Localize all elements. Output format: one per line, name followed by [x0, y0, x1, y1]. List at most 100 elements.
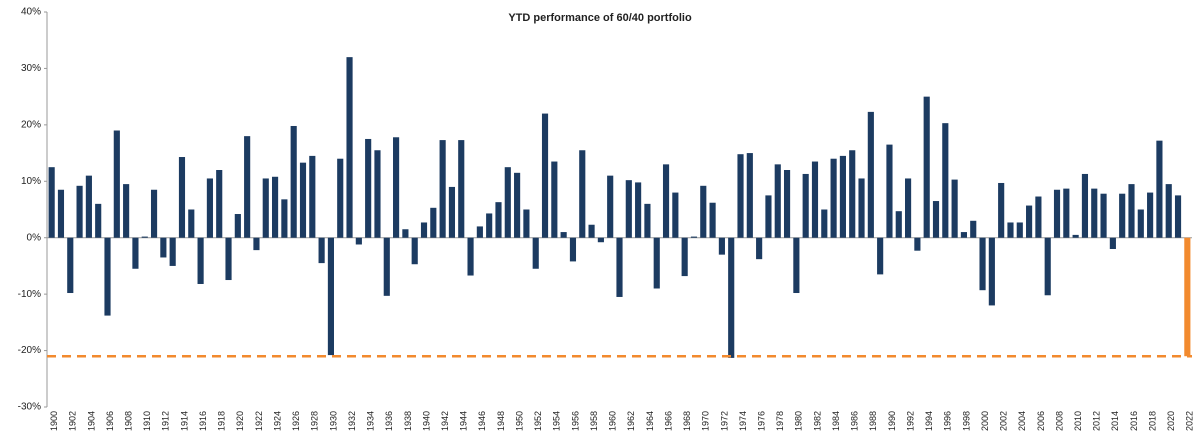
bar	[253, 237, 260, 251]
x-tick-label: 1934	[366, 411, 376, 431]
x-tick-label: 1932	[347, 411, 357, 431]
x-tick-label: 2018	[1147, 411, 1157, 431]
bar	[262, 178, 269, 238]
bar	[914, 237, 921, 251]
x-tick-label: 1904	[86, 411, 96, 431]
bar	[1053, 189, 1061, 238]
bar	[299, 162, 307, 238]
x-tick-label: 1988	[868, 411, 878, 431]
bar	[895, 211, 902, 238]
x-tick-label: 1992	[905, 411, 915, 431]
bar	[728, 237, 735, 358]
bar	[178, 157, 186, 238]
bar	[206, 178, 213, 238]
x-tick-label: 1998	[961, 411, 971, 431]
x-tick-label: 1996	[943, 411, 953, 431]
bar	[271, 176, 279, 238]
bar	[1044, 237, 1051, 296]
bar	[495, 202, 502, 238]
bar	[476, 226, 483, 238]
bar	[290, 125, 297, 238]
bar	[234, 214, 241, 238]
bar	[998, 182, 1005, 238]
bar	[1119, 193, 1126, 238]
bar	[951, 179, 958, 238]
x-tick-label: 1910	[142, 411, 152, 431]
bar	[1072, 234, 1079, 238]
x-tick-label: 1966	[663, 411, 673, 431]
bar	[448, 186, 456, 238]
bar	[690, 236, 698, 238]
x-tick-label: 2008	[1054, 411, 1064, 431]
y-tick-label: 0%	[27, 232, 42, 243]
y-tick-label: 10%	[21, 176, 41, 187]
y-tick-label: -20%	[18, 345, 41, 356]
bar	[393, 137, 400, 238]
bar	[672, 192, 679, 238]
x-tick-label: 1930	[328, 411, 338, 431]
y-tick-label: 40%	[21, 7, 41, 18]
x-tick-label: 2012	[1092, 411, 1102, 431]
bar	[1174, 195, 1182, 238]
bar	[877, 237, 884, 275]
bar	[560, 232, 567, 238]
x-tick-label: 1944	[459, 411, 469, 431]
bar	[635, 182, 642, 238]
x-tick-label: 2004	[1017, 411, 1027, 431]
bar	[1147, 192, 1154, 238]
bar	[709, 202, 716, 238]
bar	[653, 237, 660, 289]
x-tick-label: 1946	[477, 411, 487, 431]
chart-title: YTD performance of 60/40 portfolio	[508, 12, 692, 24]
bar	[337, 158, 344, 238]
bar	[514, 172, 521, 238]
bar	[458, 140, 465, 238]
bar	[188, 209, 195, 238]
bar	[430, 207, 437, 238]
bar	[1165, 184, 1172, 238]
bar	[1109, 237, 1116, 249]
x-tick-label: 1956	[570, 411, 580, 431]
bar	[318, 237, 325, 264]
bar	[1063, 188, 1070, 238]
bar	[467, 237, 474, 276]
bar	[551, 161, 558, 238]
bar	[1007, 222, 1014, 238]
bar	[867, 111, 874, 238]
bar	[765, 195, 772, 238]
bar	[216, 170, 223, 238]
x-tick-label: 1916	[198, 411, 208, 431]
bar	[811, 161, 819, 238]
bar	[504, 167, 511, 238]
x-tick-label: 1976	[757, 411, 767, 431]
bar	[579, 150, 586, 238]
bar	[756, 237, 763, 260]
x-tick-label: 1912	[161, 411, 171, 431]
x-tick-label: 1908	[124, 411, 134, 431]
x-tick-label: 1948	[496, 411, 506, 431]
x-tick-label: 1928	[310, 411, 320, 431]
bar	[541, 113, 549, 238]
bar	[774, 164, 781, 238]
x-tick-label: 1980	[794, 411, 804, 431]
x-tick-label: 1902	[68, 411, 78, 431]
bar	[309, 155, 316, 238]
x-tick-label: 1978	[775, 411, 785, 431]
x-tick-label: 1918	[217, 411, 227, 431]
x-tick-label: 1920	[235, 411, 245, 431]
x-tick-label: 1936	[384, 411, 394, 431]
bar	[244, 136, 251, 238]
x-tick-label: 1906	[105, 411, 115, 431]
bar	[718, 237, 725, 255]
bar	[988, 237, 995, 306]
bar	[67, 237, 74, 294]
bar	[197, 237, 204, 284]
bar	[1156, 140, 1163, 238]
bar	[123, 184, 130, 238]
x-tick-label: 1964	[645, 411, 655, 431]
x-tick-label: 2002	[999, 411, 1009, 431]
bar	[523, 209, 530, 238]
bar	[383, 237, 390, 296]
x-tick-label: 1938	[403, 411, 413, 431]
